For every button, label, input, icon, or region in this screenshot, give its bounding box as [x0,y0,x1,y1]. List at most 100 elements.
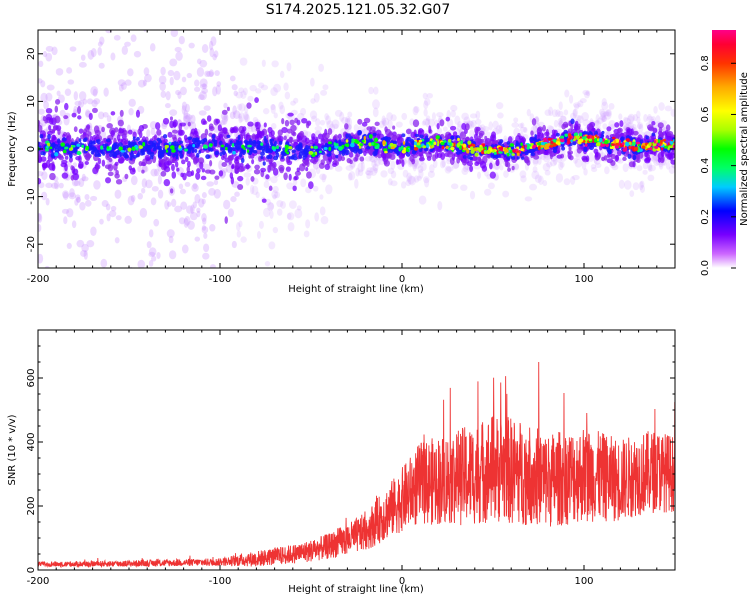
heatmap-cell [511,122,519,128]
heatmap-cell [54,105,59,113]
heatmap-cell [284,144,289,149]
heatmap-cell [314,125,323,132]
heatmap-cell [270,103,276,111]
heatmap-cell [73,180,81,187]
heatmap-cell [209,169,216,175]
heatmap-cell [195,172,201,180]
heatmap-cell [39,134,44,139]
heatmap-cell [202,83,207,90]
heatmap-cell [567,128,573,134]
heatmap-cell [588,152,594,163]
heatmap-cell [363,117,371,124]
heatmap-cell [101,200,109,208]
heatmap-cell [201,192,207,199]
heatmap-cell [642,169,648,175]
heatmap-cell [520,156,525,160]
heatmap-cell [657,143,662,147]
heatmap-cell [509,143,515,147]
heatmap-cell [296,205,302,211]
heatmap-cell [171,198,177,208]
heatmap-cell [44,148,50,152]
heatmap-cell [153,168,160,177]
heatmap-cell [260,167,267,173]
heatmap-cell [67,79,75,85]
snr-y-axis: 0 200 400 600 [26,329,675,573]
heatmap-cell [90,195,98,202]
heatmap-cell [227,208,234,218]
heatmap-cell [450,110,456,118]
heatmap-cell [297,147,301,152]
heatmap-cell [450,183,459,190]
heatmap-cell [236,222,241,232]
heatmap-cell [288,136,294,143]
heatmap-cell [81,144,85,148]
heatmap-cell [72,8,76,15]
heatmap-cell [416,142,421,146]
heatmap-cell [486,149,491,155]
heatmap-cell [305,166,309,172]
heatmap-cell [279,166,285,174]
heatmap-cell [359,156,365,162]
heatmap-cell [366,167,375,173]
snr-frame [37,329,676,571]
heatmap-cell [190,204,195,215]
heatmap-cell [447,138,452,143]
heatmap-cell [203,243,210,253]
heatmap-cell [497,112,504,119]
heatmap-cell [499,164,504,171]
heatmap-cell [57,138,61,144]
heatmap-cell [243,111,249,121]
heatmap-cell [127,147,132,152]
heatmap-cell [618,113,623,120]
heatmap-cell [589,145,594,151]
heatmap-cell [82,138,87,143]
heatmap-cell [268,163,276,171]
heatmap-cell [260,142,264,146]
heatmap-cell [38,108,45,115]
heatmap-cell [581,159,587,170]
heatmap-cell [484,188,492,196]
heatmap-cell [240,157,245,164]
heatmap-cell [596,138,600,142]
heatmap-cell [294,175,299,181]
heatmap-cell [229,172,234,179]
heatmap-cell [384,150,388,154]
heatmap-cell [139,150,145,156]
heatmap-cell [402,141,406,145]
heatmap-cell [599,115,606,121]
heatmap-cell [373,157,381,167]
heatmap-cell [665,162,671,170]
heatmap-cell [114,189,122,199]
heatmap-cell [286,128,293,134]
heatmap-cell [161,149,166,155]
heatmap-cell [227,156,234,161]
heatmap-cell [212,53,217,61]
heatmap-cell [163,166,171,173]
heatmap-cell [192,201,197,209]
heatmap-cell [201,225,207,231]
snr-panel: -200 -100 0 100 0 200 400 600 Height of straig… [7,329,676,595]
heatmap-cell [348,152,354,158]
heatmap-cell [68,156,73,163]
heatmap-cell [160,90,167,99]
heatmap-cell [221,161,228,168]
heatmap-cell [213,50,219,58]
heatmap-cell [349,162,356,169]
heatmap-cell [583,168,588,176]
heatmap-cell [272,167,279,176]
heatmap-cell [644,158,651,163]
heatmap-cell [220,144,225,148]
heatmap-cell [610,143,616,146]
heatmap-cell [469,156,473,161]
heatmap-cell [228,158,232,165]
heatmap-cell [327,128,333,135]
heatmap-cell [555,173,564,183]
heatmap-cell [156,142,161,147]
heatmap-cell [317,133,323,140]
heatmap-cell [337,133,342,140]
heatmap-cell [542,137,548,141]
heatmap-cell [532,137,537,142]
heatmap-cell [49,20,55,30]
heatmap-cell [604,166,610,175]
heatmap-cell [650,116,657,123]
